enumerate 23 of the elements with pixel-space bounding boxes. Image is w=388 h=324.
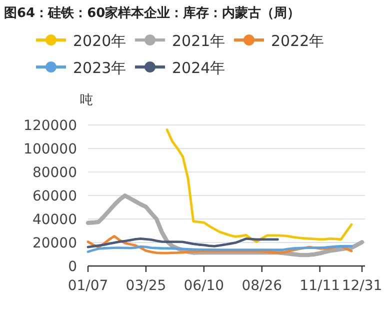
legend-label: 2023年: [73, 59, 126, 77]
y-tick-label: 40000: [32, 212, 77, 228]
y-tick-label: 120000: [24, 118, 77, 134]
y-axis-title: 吨: [80, 93, 93, 108]
line-series: [86, 234, 353, 254]
x-tick-label: 11/11: [300, 278, 340, 294]
legend-label: 2022年: [271, 32, 324, 50]
x-tick-label: 12/31: [342, 278, 382, 294]
x-tick-label: 06/10: [184, 278, 224, 294]
line-series: [166, 128, 353, 243]
x-tick-label: 03/25: [126, 278, 166, 294]
y-tick-label: 0: [68, 259, 77, 275]
legend-label: 2020年: [73, 32, 126, 50]
y-tick-label: 100000: [24, 142, 77, 158]
x-tick-label: 08/26: [242, 278, 282, 294]
x-tick-label: 01/07: [68, 278, 108, 294]
y-tick-label: 60000: [32, 188, 77, 204]
line-series: [86, 238, 279, 248]
chart-title: 图64：硅铁：60家样本企业：库存：内蒙古（周）: [4, 5, 300, 21]
legend-label: 2024年: [172, 59, 226, 77]
y-tick-label: 80000: [32, 165, 77, 181]
legend-label: 2021年: [172, 32, 226, 50]
y-tick-label: 20000: [32, 236, 77, 252]
